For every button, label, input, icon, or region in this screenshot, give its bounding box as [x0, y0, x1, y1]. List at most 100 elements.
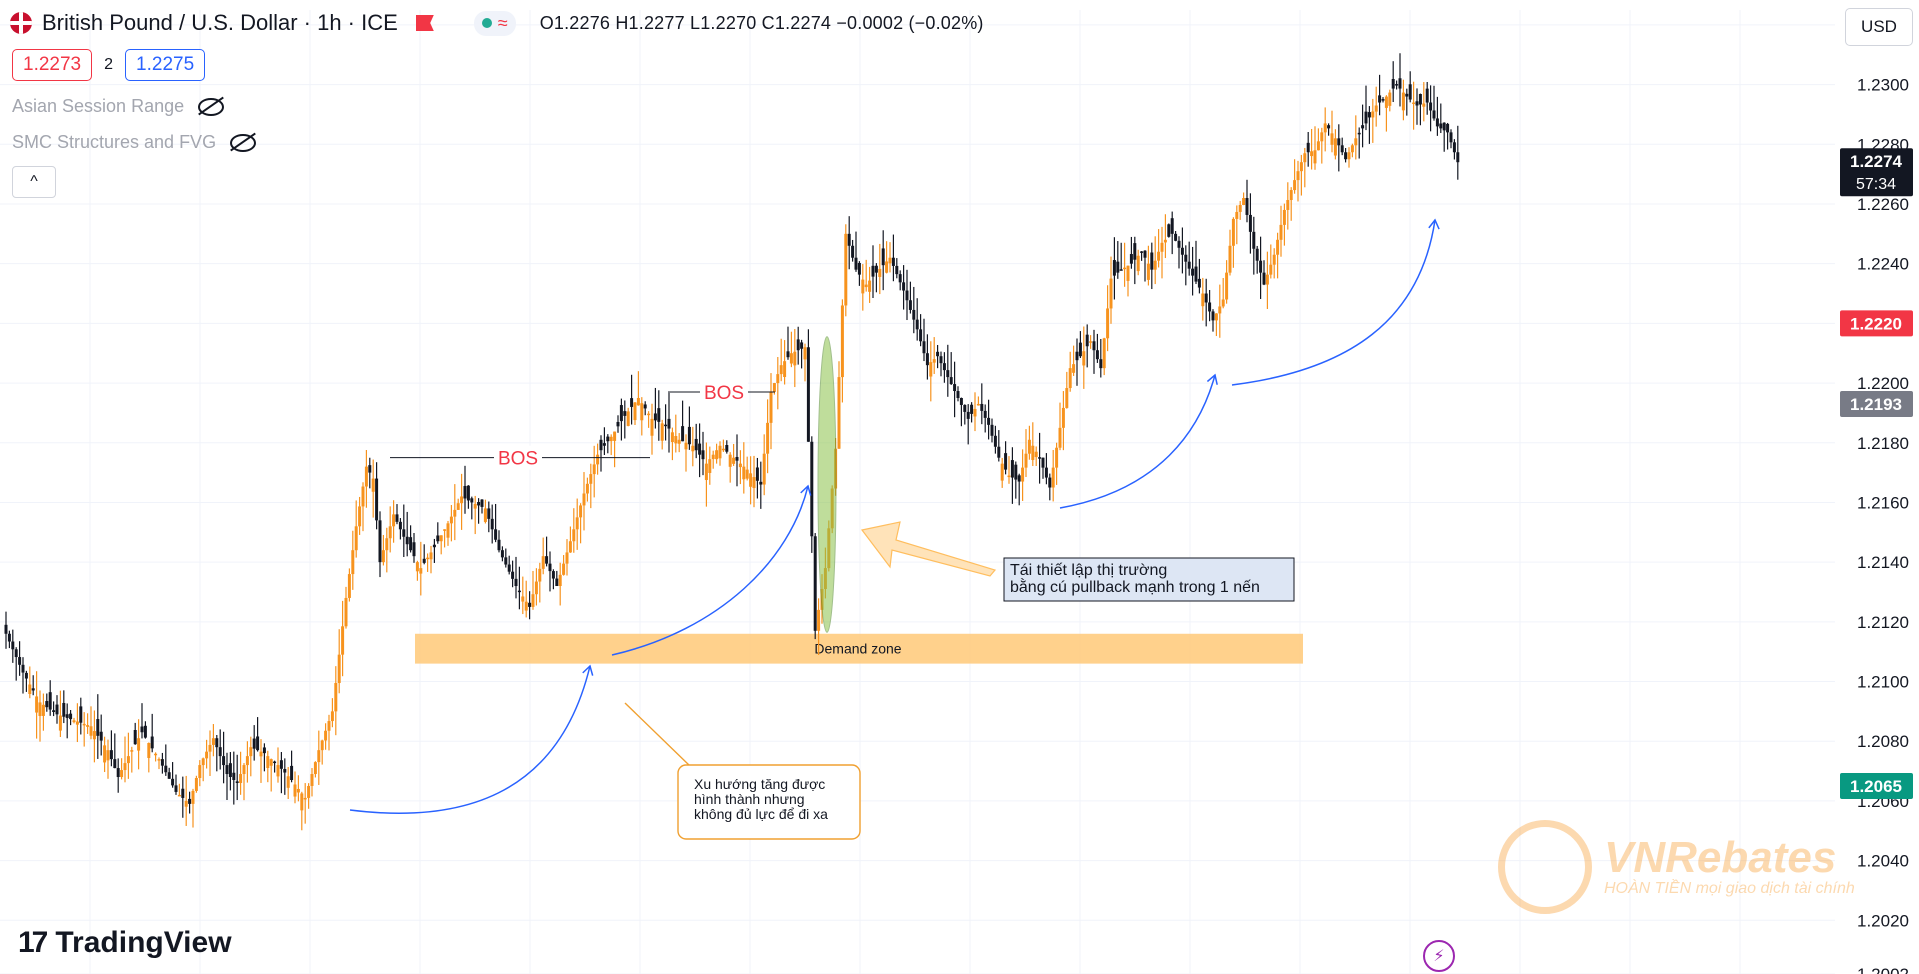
candle-body[interactable]: [565, 552, 569, 564]
candle-body[interactable]: [1184, 254, 1188, 262]
candle-body[interactable]: [919, 329, 923, 342]
candle-body[interactable]: [684, 442, 688, 450]
candle-body[interactable]: [143, 725, 147, 738]
candle-body[interactable]: [1126, 265, 1130, 281]
candle-body[interactable]: [691, 445, 695, 452]
candle-body[interactable]: [347, 574, 351, 598]
candle-body[interactable]: [507, 564, 511, 572]
candle-body[interactable]: [1191, 268, 1195, 276]
candle-body[interactable]: [439, 535, 443, 542]
candle-body[interactable]: [708, 459, 712, 473]
candle-body[interactable]: [681, 426, 685, 442]
candle-body[interactable]: [320, 740, 324, 751]
candle-body[interactable]: [1262, 272, 1266, 285]
candle-body[interactable]: [307, 785, 311, 798]
candle-body[interactable]: [568, 541, 572, 553]
candle-body[interactable]: [1303, 153, 1307, 163]
candle-body[interactable]: [1116, 261, 1120, 273]
candle-body[interactable]: [871, 265, 875, 277]
candle-body[interactable]: [745, 469, 749, 479]
candle-body[interactable]: [772, 383, 776, 393]
candle-body[interactable]: [660, 423, 664, 441]
candle-body[interactable]: [1044, 467, 1048, 478]
candle-body[interactable]: [562, 563, 566, 575]
candle-body[interactable]: [1442, 122, 1446, 131]
candle-body[interactable]: [1299, 162, 1303, 172]
candle-body[interactable]: [225, 765, 229, 775]
candle-body[interactable]: [41, 704, 45, 716]
candle-body[interactable]: [69, 713, 73, 720]
candle-body[interactable]: [14, 649, 18, 658]
candle-body[interactable]: [857, 262, 861, 275]
candle-body[interactable]: [630, 398, 634, 407]
candle-body[interactable]: [715, 450, 719, 460]
candle-body[interactable]: [939, 356, 943, 364]
candle-body[interactable]: [575, 517, 579, 530]
flag-tag-icon[interactable]: [415, 15, 434, 31]
candle-body[interactable]: [908, 300, 912, 310]
candle-body[interactable]: [606, 436, 610, 442]
candle-body[interactable]: [398, 521, 402, 530]
candle-body[interactable]: [52, 710, 56, 712]
candle-body[interactable]: [147, 742, 151, 758]
candle-body[interactable]: [687, 426, 691, 445]
candle-body[interactable]: [1415, 101, 1419, 106]
candle-body[interactable]: [432, 544, 436, 548]
candle-body[interactable]: [215, 738, 219, 748]
candle-body[interactable]: [48, 692, 52, 710]
candle-body[interactable]: [749, 473, 753, 487]
candle-body[interactable]: [868, 280, 872, 292]
candle-body[interactable]: [1269, 264, 1273, 275]
candle-body[interactable]: [902, 282, 906, 291]
candle-body[interactable]: [177, 794, 181, 797]
candle-body[interactable]: [864, 284, 868, 288]
candle-body[interactable]: [1099, 359, 1103, 369]
candle-body[interactable]: [1225, 272, 1229, 300]
candle-body[interactable]: [891, 257, 895, 266]
candle-body[interactable]: [443, 529, 447, 531]
candle-body[interactable]: [1323, 123, 1327, 133]
candle-body[interactable]: [245, 756, 249, 766]
candle-body[interactable]: [813, 536, 817, 631]
candle-body[interactable]: [1422, 103, 1426, 107]
candle-body[interactable]: [113, 759, 117, 769]
candle-body[interactable]: [531, 594, 535, 607]
candle-body[interactable]: [579, 505, 583, 518]
candle-body[interactable]: [466, 485, 470, 501]
candle-body[interactable]: [987, 417, 991, 425]
candle-body[interactable]: [793, 351, 797, 366]
candle-body[interactable]: [1408, 84, 1412, 100]
candle-body[interactable]: [1439, 123, 1443, 129]
candle-body[interactable]: [1265, 274, 1269, 285]
candle-body[interactable]: [334, 683, 338, 712]
tradingview-logo[interactable]: 17 TradingView: [18, 926, 232, 960]
candle-body[interactable]: [701, 450, 705, 460]
candle-body[interactable]: [1221, 299, 1225, 307]
candle-body[interactable]: [402, 529, 406, 537]
candle-body[interactable]: [1000, 463, 1004, 481]
candle-body[interactable]: [341, 626, 345, 655]
candle-body[interactable]: [381, 550, 385, 563]
candle-body[interactable]: [1021, 467, 1025, 482]
indicator-smc[interactable]: SMC Structures and FVG: [12, 132, 257, 153]
candle-body[interactable]: [524, 601, 528, 611]
candle-body[interactable]: [201, 758, 205, 766]
candle-body[interactable]: [817, 609, 821, 631]
candle-body[interactable]: [327, 721, 331, 731]
candle-body[interactable]: [160, 759, 164, 766]
candle-body[interactable]: [337, 654, 341, 684]
candle-body[interactable]: [1289, 190, 1293, 201]
candle-body[interactable]: [1170, 218, 1174, 234]
candle-body[interactable]: [1163, 239, 1167, 243]
candle-body[interactable]: [228, 763, 232, 778]
candle-body[interactable]: [109, 750, 113, 760]
candle-body[interactable]: [317, 750, 321, 763]
candle-body[interactable]: [956, 391, 960, 398]
candle-body[interactable]: [1102, 338, 1106, 369]
candle-body[interactable]: [167, 772, 171, 779]
candle-body[interactable]: [1072, 364, 1076, 373]
candle-body[interactable]: [419, 568, 423, 574]
candle-body[interactable]: [667, 418, 671, 429]
candle-body[interactable]: [592, 464, 596, 475]
candle-body[interactable]: [1381, 99, 1385, 101]
